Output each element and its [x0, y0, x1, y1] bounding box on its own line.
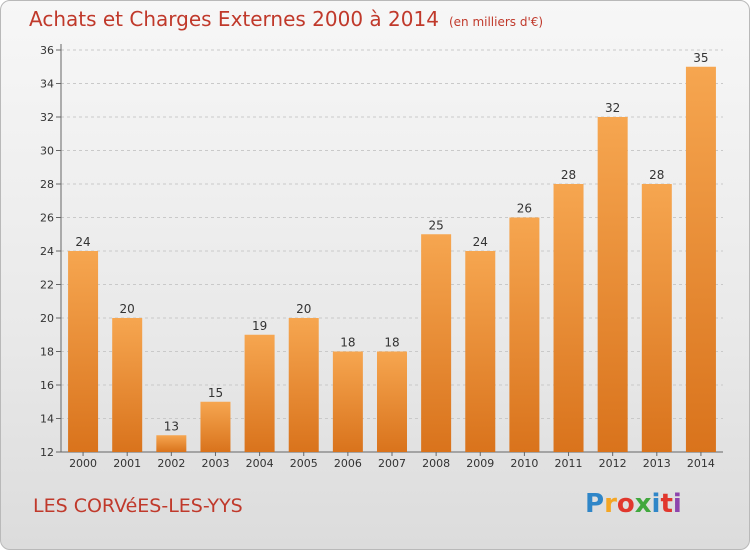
bar-value-label: 32: [605, 101, 620, 115]
y-tick-label: 16: [40, 379, 54, 392]
x-tick-label: 2013: [643, 457, 671, 470]
logo-letter: i: [672, 489, 682, 519]
bar: [553, 184, 584, 452]
y-tick-label: 26: [40, 212, 54, 225]
y-tick-label: 32: [40, 111, 54, 124]
y-tick-label: 36: [40, 44, 54, 57]
x-tick-label: 2005: [290, 457, 318, 470]
bar: [377, 351, 407, 452]
bar-value-label: 28: [561, 168, 576, 182]
bar-value-label: 24: [75, 235, 90, 249]
proxiti-logo: Proxiti: [585, 489, 682, 519]
bar-value-label: 35: [693, 51, 708, 65]
y-tick-label: 24: [40, 245, 54, 258]
bar: [68, 251, 99, 452]
logo-letter: x: [634, 489, 652, 519]
y-tick-label: 18: [40, 346, 54, 359]
x-tick-label: 2011: [555, 457, 583, 470]
x-tick-label: 2012: [599, 457, 627, 470]
bar-value-label: 25: [428, 218, 443, 232]
y-tick-label: 22: [40, 279, 54, 292]
x-tick-label: 2008: [422, 457, 450, 470]
x-tick-label: 2003: [201, 457, 229, 470]
bar: [288, 318, 319, 452]
x-tick-label: 2014: [687, 457, 715, 470]
y-tick-label: 20: [40, 312, 54, 325]
bar: [421, 234, 452, 452]
bar-value-label: 15: [208, 386, 223, 400]
x-tick-label: 2001: [113, 457, 141, 470]
logo-letter: i: [651, 489, 661, 519]
x-tick-label: 2004: [246, 457, 274, 470]
bar: [641, 184, 672, 452]
chart-title-text: Achats et Charges Externes 2000 à 2014: [29, 7, 439, 31]
y-tick-label: 28: [40, 178, 54, 191]
chart-subtitle: (en milliers d'€): [448, 15, 544, 29]
y-tick-label: 14: [40, 413, 54, 426]
bar-value-label: 18: [384, 336, 399, 350]
bar: [332, 351, 363, 452]
bar-value-label: 19: [252, 319, 267, 333]
x-tick-label: 2009: [466, 457, 494, 470]
y-tick-label: 34: [40, 78, 54, 91]
x-tick-label: 2010: [510, 457, 538, 470]
y-tick-label: 12: [40, 446, 54, 459]
x-tick-label: 2007: [378, 457, 406, 470]
bar: [465, 251, 496, 452]
bar: [112, 318, 143, 452]
x-tick-label: 2006: [334, 457, 362, 470]
bar-value-label: 13: [164, 419, 179, 433]
logo-letter: o: [616, 489, 635, 519]
bar-value-label: 20: [120, 302, 135, 316]
x-tick-label: 2002: [157, 457, 185, 470]
logo-letter: r: [604, 489, 617, 519]
commune-name: LES CORVéES-LES-YYS: [33, 495, 243, 517]
bar: [685, 66, 716, 452]
bar-value-label: 24: [473, 235, 488, 249]
bar-value-label: 18: [340, 336, 355, 350]
bar-value-label: 26: [517, 202, 532, 216]
bar: [509, 217, 540, 452]
logo-letter: P: [585, 489, 605, 519]
bar-value-label: 28: [649, 168, 664, 182]
bar: [200, 401, 231, 452]
logo-letter: t: [660, 489, 673, 519]
chart-title: Achats et Charges Externes 2000 à 2014 (e…: [29, 7, 543, 31]
bar: [244, 334, 275, 452]
y-tick-label: 30: [40, 145, 54, 158]
bar: [597, 117, 628, 452]
bar-value-label: 20: [296, 302, 311, 316]
bar: [156, 435, 187, 452]
x-tick-label: 2000: [69, 457, 97, 470]
